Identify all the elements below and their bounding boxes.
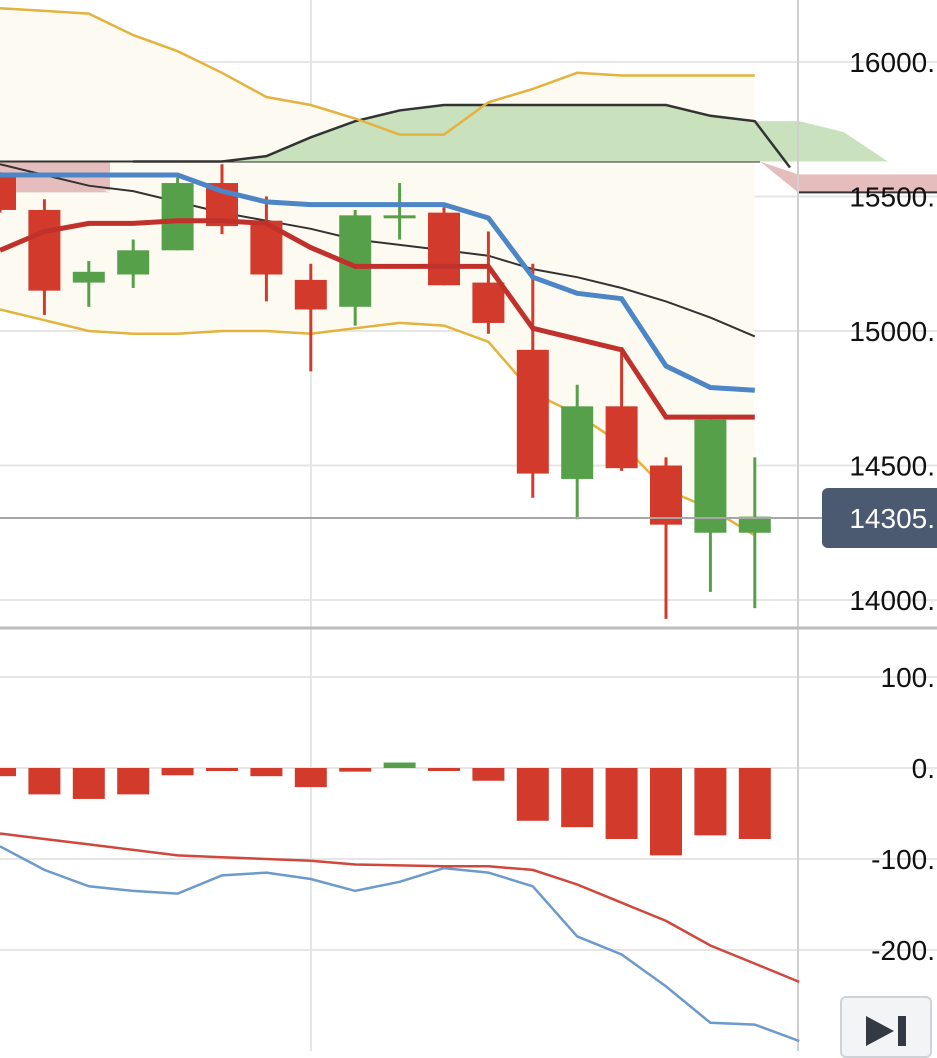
histogram-bar: [28, 768, 61, 795]
histogram-bar: [117, 768, 150, 795]
skip-to-end-icon: [866, 1016, 906, 1046]
candle-body: [605, 406, 638, 469]
candle-body: [294, 279, 327, 310]
candle-body: [472, 282, 505, 323]
histogram-bar: [0, 768, 16, 777]
last-price-label: 14305.: [849, 503, 935, 534]
price-axis-label: 15000.: [849, 316, 935, 347]
price-axis-label: 14000.: [849, 585, 935, 616]
histogram-bar: [738, 768, 771, 839]
histogram-bar: [694, 768, 727, 836]
osc-axis-label: -100.: [871, 844, 935, 875]
histogram-bar: [383, 762, 416, 768]
price-axis-label: 16000.: [849, 47, 935, 78]
band-fill: [0, 8, 755, 536]
candle-body: [117, 250, 150, 275]
candle-body: [428, 212, 460, 286]
red-line: [0, 218, 755, 420]
osc-axis-label: -200.: [871, 935, 935, 966]
histogram-bar: [339, 768, 372, 772]
macd-line: [0, 845, 800, 1043]
cloud-top-line: [133, 103, 791, 169]
candle-body: [383, 215, 416, 219]
candle-body: [0, 174, 16, 210]
histogram-bar: [472, 768, 505, 781]
candle-body: [516, 349, 549, 474]
scroll-to-end-button[interactable]: [840, 996, 932, 1058]
price-axis-label: 15500.: [849, 182, 935, 213]
histogram-bar: [516, 768, 549, 821]
candle-body: [694, 419, 727, 533]
signal-line: [0, 832, 800, 984]
histogram-bar: [250, 768, 283, 777]
candle-body: [738, 516, 771, 533]
candle-body: [72, 271, 105, 283]
histogram-bar: [294, 768, 327, 788]
last-price-tag: [822, 487, 937, 548]
histogram-bar: [650, 768, 682, 856]
histogram-bar: [428, 768, 460, 771]
candle-body: [650, 465, 682, 525]
osc-axis-label: 100.: [881, 662, 936, 693]
histogram-bar: [161, 768, 194, 776]
histogram-bar: [561, 768, 594, 828]
candle-body: [28, 209, 61, 291]
candle-body: [161, 183, 194, 251]
cloud-fill: [133, 105, 888, 162]
candle-body: [561, 406, 594, 479]
histogram-bar: [206, 768, 238, 771]
histogram-bar: [605, 768, 638, 839]
blue-line: [0, 172, 755, 393]
dark-middle-line: [0, 163, 756, 338]
price-axis-label: 14500.: [849, 451, 935, 482]
histogram-bar: [72, 768, 105, 799]
osc-axis-label: 0.: [912, 753, 935, 784]
upper-band-line: [0, 6, 755, 136]
